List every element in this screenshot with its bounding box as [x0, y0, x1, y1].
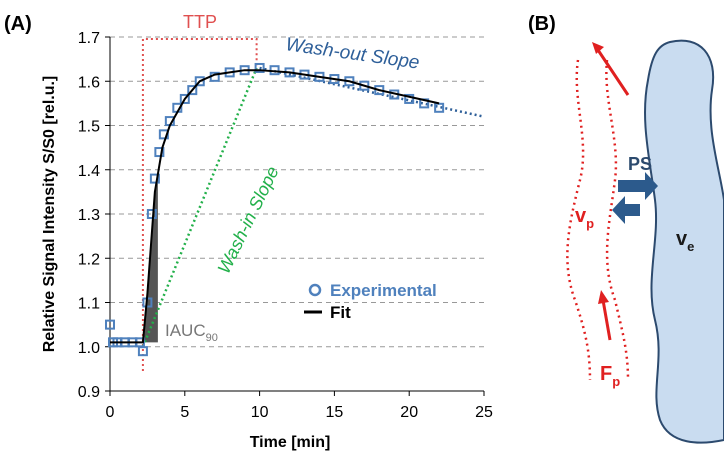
plot-area: 0.9 1.0 1.1 1.2 1.3 1.4 1.5 1.6 1.7 0 5 10 15 20 25 TTP…	[78, 12, 493, 421]
y-tick-label: 1.0	[78, 340, 100, 357]
data-point	[359, 80, 370, 91]
data-point	[149, 173, 160, 184]
annotation: Wash-in Slope	[214, 163, 283, 277]
legend-label: Fit	[330, 303, 351, 322]
annotation: Wash-out Slope	[284, 34, 420, 74]
data-point	[187, 85, 198, 96]
data-point	[254, 62, 265, 73]
data-point	[434, 102, 445, 113]
wash-out-line	[259, 66, 485, 118]
x-tick-label: 10	[251, 404, 269, 421]
x-tick-label: 0	[106, 404, 115, 421]
y-tick-label: 1.5	[78, 119, 100, 136]
wash-in-line	[141, 67, 258, 348]
ttp-box	[141, 38, 258, 371]
x-tick-label: 20	[400, 404, 418, 421]
x-tick-label: 5	[180, 404, 189, 421]
ve-label: ve	[676, 228, 694, 254]
data-point	[179, 93, 190, 104]
data-point	[146, 209, 157, 219]
y-tick-label: 1.7	[78, 30, 100, 47]
exchange-arrow	[618, 172, 658, 200]
flow-arrow	[596, 49, 630, 96]
flow-arrow-head	[592, 42, 604, 54]
y-tick-label: 0.9	[78, 384, 100, 401]
x-tick-label: 15	[326, 404, 344, 421]
panel-label: (B)	[528, 13, 556, 35]
legend-label: Experimental	[330, 281, 437, 300]
y-tick-label: 1.1	[78, 296, 100, 313]
y-tick-label: 1.6	[78, 74, 100, 91]
x-tick-label: 25	[475, 404, 493, 421]
y-tick-label: 1.2	[78, 251, 100, 268]
vessel-wall	[605, 59, 630, 381]
y-axis-label: Relative Signal Intensity S/S0 [rel.u.]	[41, 76, 58, 353]
vp-label: vp	[575, 205, 594, 231]
fp-label: Fp	[600, 363, 620, 389]
x-axis-label: Time [min]	[250, 434, 331, 451]
data-point	[154, 147, 165, 158]
data-point	[194, 76, 205, 87]
annotation: IAUC90	[165, 321, 218, 344]
data-point	[404, 93, 415, 104]
legend-marker	[308, 283, 322, 297]
y-tick-label: 1.4	[78, 163, 100, 180]
annotation-subscript: 90	[206, 332, 218, 344]
tissue-shape	[644, 39, 724, 444]
data-point	[105, 319, 115, 330]
flow-arrow	[601, 299, 612, 341]
annotation: TTP	[183, 12, 217, 32]
panel-label: (A)	[4, 13, 32, 35]
annotation-text: IAUC	[165, 321, 206, 340]
data-point	[137, 346, 148, 357]
y-tick-label: 1.3	[78, 207, 100, 224]
flow-arrow-head	[598, 290, 609, 304]
exchange-arrow	[612, 196, 640, 224]
ps-label: PS	[628, 154, 652, 174]
diagram: (B) PS vp ve Fp	[528, 13, 724, 444]
fit-line	[110, 69, 440, 344]
